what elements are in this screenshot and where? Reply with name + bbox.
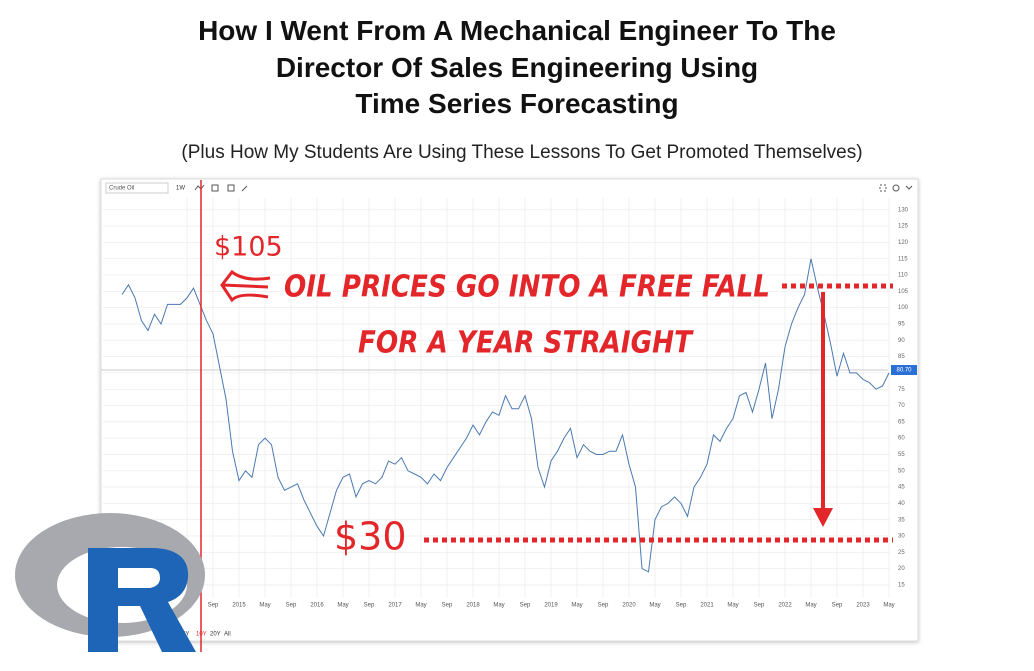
y-tick-label: 55 [898,452,905,458]
range-buttons: 5Y10Y20YAll [182,632,231,638]
x-tick-label: May [259,603,270,609]
x-tick-label: 2017 [388,603,402,609]
chart-frame [100,178,919,642]
y-tick-label: 60 [898,436,905,442]
x-tick-label: Sep [676,603,687,609]
symbol: Crude Oil [109,186,134,192]
annotation-low: $30 [334,515,407,559]
y-tick-label: 50 [898,468,905,474]
price-line [121,258,890,573]
x-tick-label: May [337,603,348,609]
x-tick-label: 2021 [700,603,714,609]
x-tick-label: May [883,603,894,609]
last-value-box [891,365,917,375]
x-tick-label: Sep [754,603,765,609]
y-tick-label: 115 [898,256,908,262]
last-value-label: 80.70 [896,368,912,374]
interval: 1W [176,186,185,192]
r-logo [15,513,205,652]
x-tick-label: 2015 [232,603,246,609]
drop-arrow-head [813,508,833,527]
x-tick-label: Sep [364,603,375,609]
x-tick-label: Sep [832,603,843,609]
plot [121,258,890,573]
x-tick-label: Sep [598,603,609,609]
y-tick-label: 20 [898,566,905,572]
x-tick-label: 2019 [544,603,558,609]
r-logo-letter [88,548,196,652]
annotation-high: $105 [214,232,283,263]
annotation-title: Oil Prices Go into A Free Fall [284,270,770,305]
y-tick-label: 15 [898,583,905,589]
x-tick-label: May [415,603,426,609]
y-tick-label: 30 [898,534,905,540]
x-tick-label: 2018 [466,603,480,609]
y-tick-label: 75 [898,387,905,393]
y-tick-label: 40 [898,501,905,507]
y-tick-label: 100 [898,305,909,311]
x-tick-label: May [805,603,816,609]
y-tick-label: 70 [898,403,905,409]
x-tick-label: Sep [208,603,219,609]
menu-icon[interactable] [905,185,913,190]
x-tick-label: 2023 [856,603,870,609]
headline-line: Time Series Forecasting [355,88,679,119]
x-tick-label: May [571,603,582,609]
x-tick-label: May [727,603,738,609]
x-tick-label: 2020 [622,603,636,609]
y-tick-label: 85 [898,354,905,360]
y-tick-label: 95 [898,322,905,328]
grid: 1520253035404550556065707580859095100105… [103,198,909,609]
cloud-icon[interactable] [892,184,900,192]
y-tick-label: 65 [898,419,905,425]
annotation-arrow [220,269,271,303]
x-tick-label: Sep [286,603,297,609]
subheadline: (Plus How My Students Are Using These Le… [181,142,863,163]
y-tick-label: 90 [898,338,905,344]
y-tick-label: 105 [898,289,909,295]
y-tick-label: 120 [898,240,909,246]
y-tick-label: 45 [898,485,905,491]
chart-type-icon[interactable] [194,184,205,191]
x-tick-label: May [493,603,504,609]
x-tick-label: Sep [520,603,531,609]
y-tick-label: 125 [898,224,909,230]
x-tick-label: 2016 [310,603,324,609]
range-button[interactable]: All [224,632,231,638]
annotation-title: For A Year Straight [358,326,694,361]
y-tick-label: 110 [898,273,908,279]
indicator-icon[interactable] [227,184,235,192]
headline-line: Director Of Sales Engineering Using [275,52,759,83]
y-tick-label: 25 [898,550,905,556]
x-tick-label: 2022 [778,603,792,609]
fullscreen-icon[interactable] [879,184,887,192]
y-tick-label: 35 [898,517,905,523]
calendar-icon[interactable] [211,184,219,192]
headline-line: How I Went From A Mechanical Engineer To… [198,15,836,46]
y-tick-label: 130 [898,207,909,213]
x-tick-label: Sep [442,603,453,609]
range-button[interactable]: 20Y [210,632,221,638]
x-tick-label: May [649,603,660,609]
symbol-box [105,182,169,194]
draw-icon[interactable] [241,185,248,192]
